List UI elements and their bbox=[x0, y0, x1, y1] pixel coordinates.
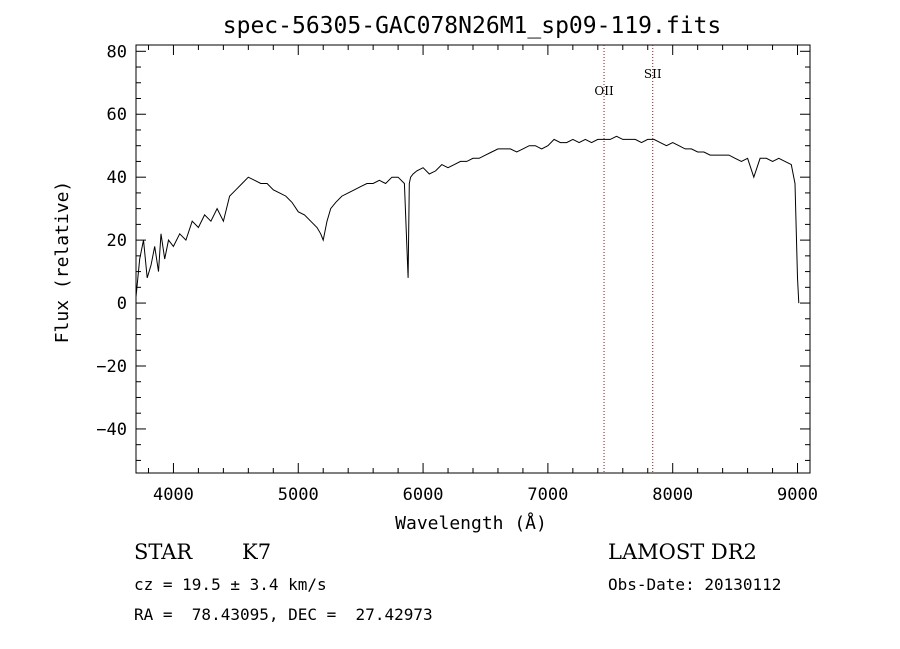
x-tick-label: 6000 bbox=[403, 485, 444, 505]
y-axis-label: Flux (relative) bbox=[52, 181, 73, 344]
spectral-subclass: K7 bbox=[242, 540, 272, 564]
y-tick-label: −20 bbox=[96, 357, 127, 377]
reference-label-sii: SII bbox=[644, 67, 662, 81]
chart-title: spec-56305-GAC078N26M1_sp09-119.fits bbox=[223, 13, 722, 39]
x-tick-label: 7000 bbox=[527, 485, 568, 505]
y-tick-label: 0 bbox=[117, 294, 127, 314]
y-tick-label: −40 bbox=[96, 420, 127, 440]
y-tick-label: 40 bbox=[107, 168, 127, 188]
plot-frame bbox=[135, 44, 811, 474]
reference-lines: OII SII bbox=[594, 45, 662, 473]
survey-label: LAMOST DR2 bbox=[608, 540, 757, 564]
x-axis-label: Wavelength (Å) bbox=[395, 512, 547, 534]
x-tick-label: 9000 bbox=[777, 485, 818, 505]
x-tick-label: 8000 bbox=[652, 485, 693, 505]
spectrum-line bbox=[135, 135, 800, 304]
x-tick-label: 5000 bbox=[278, 485, 319, 505]
y-tick-label: 80 bbox=[107, 42, 127, 62]
x-tick-label: 4000 bbox=[153, 485, 194, 505]
star-label: STAR bbox=[134, 540, 193, 564]
cz-value: cz = 19.5 ± 3.4 km/s bbox=[134, 575, 327, 594]
y-tick-label: 20 bbox=[107, 231, 127, 251]
reference-label-oii: OII bbox=[594, 84, 614, 98]
ra-dec: RA = 78.43095, DEC = 27.42973 bbox=[134, 605, 433, 624]
obs-date: Obs-Date: 20130112 bbox=[608, 575, 782, 594]
y-tick-label: 60 bbox=[107, 105, 127, 125]
axes: 4000 5000 6000 7000 8000 9000 −40 −20 0 20 40 60 80 bbox=[96, 42, 818, 505]
